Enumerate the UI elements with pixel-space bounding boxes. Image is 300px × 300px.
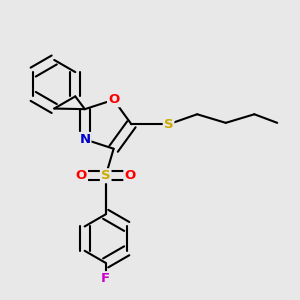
Text: O: O: [76, 169, 87, 182]
Text: O: O: [108, 93, 119, 106]
Text: N: N: [79, 133, 90, 146]
Text: O: O: [124, 169, 136, 182]
Text: S: S: [164, 118, 173, 131]
Text: S: S: [101, 169, 110, 182]
Text: F: F: [101, 272, 110, 285]
